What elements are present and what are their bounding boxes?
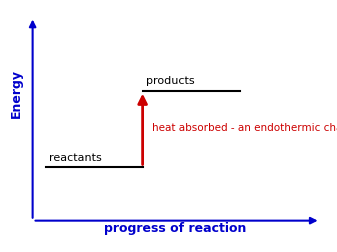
- Text: heat absorbed - an endothermic change: heat absorbed - an endothermic change: [152, 123, 337, 133]
- Text: Energy: Energy: [10, 69, 23, 118]
- Text: progress of reaction: progress of reaction: [104, 222, 246, 235]
- Text: reactants: reactants: [49, 153, 101, 163]
- Text: products: products: [146, 76, 194, 86]
